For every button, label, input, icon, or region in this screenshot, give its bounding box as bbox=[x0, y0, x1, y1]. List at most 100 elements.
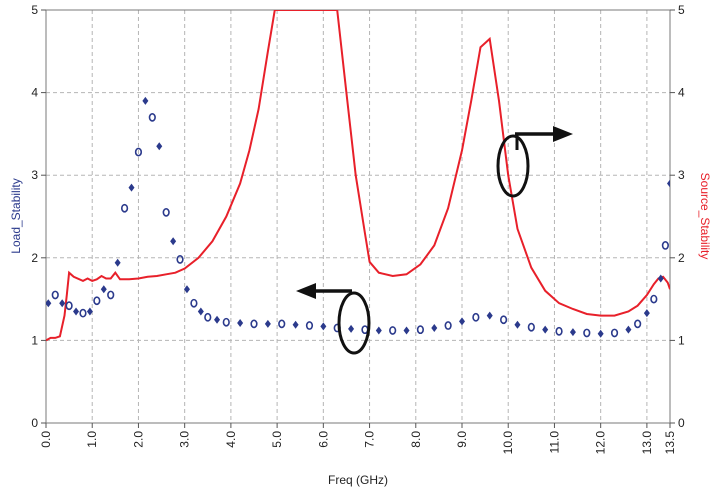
load-stability-point bbox=[100, 285, 107, 294]
load-stability-point bbox=[500, 315, 508, 325]
load-stability-point bbox=[142, 96, 149, 105]
series bbox=[46, 10, 670, 342]
load-stability-point bbox=[634, 319, 642, 329]
x-tick-label: 12.0 bbox=[594, 431, 608, 455]
x-tick-label: 3.0 bbox=[178, 431, 192, 448]
load-stability-point bbox=[667, 179, 670, 188]
load-stability-point bbox=[583, 328, 591, 338]
axis-ticks: 0.0 1.0 2.0 3.0 4.0 5.0 6.0 7.0 8.0 9.0 10.0 11.0 12… bbox=[31, 3, 685, 454]
load-stability-point bbox=[51, 290, 59, 300]
load-stability-point bbox=[264, 319, 271, 328]
load-stability-point bbox=[597, 329, 604, 338]
load-stability-point bbox=[278, 319, 286, 329]
x-tick-label: 0.0 bbox=[39, 431, 53, 448]
x-tick-label: 9.0 bbox=[455, 431, 469, 448]
load-stability-point bbox=[610, 328, 619, 338]
load-stability-point bbox=[148, 112, 156, 122]
left-arrow-head bbox=[296, 283, 316, 299]
x-tick-label: 7.0 bbox=[363, 431, 377, 448]
load-stability-point bbox=[170, 237, 177, 246]
right-y-tick-label: 1 bbox=[678, 333, 685, 347]
right-y-tick-label: 3 bbox=[678, 168, 685, 182]
load-stability-point bbox=[305, 321, 314, 330]
left-y-axis-title: Load_Stability bbox=[9, 178, 23, 253]
x-tick-label: 5.0 bbox=[270, 431, 284, 448]
load-stability-point bbox=[292, 320, 299, 329]
x-tick-label: 2.0 bbox=[131, 431, 145, 448]
load-stability-point bbox=[93, 296, 101, 306]
left-y-tick-label: 5 bbox=[31, 3, 38, 17]
load-stability-point bbox=[403, 326, 410, 335]
load-stability-point bbox=[73, 307, 80, 316]
load-stability-point bbox=[657, 274, 664, 283]
right-arrow-head bbox=[553, 126, 573, 142]
x-tick-label: 6.0 bbox=[316, 431, 330, 448]
left-y-tick-label: 4 bbox=[31, 86, 38, 100]
load-stability-point bbox=[134, 147, 143, 157]
load-stability-point bbox=[176, 255, 184, 264]
load-stability-point bbox=[444, 321, 452, 330]
load-stability-point bbox=[569, 328, 576, 337]
x-tick-label: 4.0 bbox=[224, 431, 238, 448]
load-stability-point bbox=[555, 326, 563, 336]
x-tick-label: 11.0 bbox=[547, 431, 561, 454]
load-stability-point bbox=[107, 290, 115, 300]
load-stability-point bbox=[237, 319, 244, 328]
load-stability-point bbox=[114, 258, 121, 267]
right-y-tick-label: 5 bbox=[678, 3, 685, 17]
load-stability-point bbox=[643, 309, 650, 318]
load-stability-point bbox=[156, 142, 163, 151]
annotations bbox=[296, 126, 573, 355]
right-y-tick-label: 4 bbox=[678, 86, 685, 100]
x-tick-label: 8.0 bbox=[409, 431, 423, 448]
right-y-axis-title: Source_Stability bbox=[698, 173, 712, 260]
source-curve-marker-ellipse bbox=[496, 134, 530, 198]
load-stability-point bbox=[389, 326, 397, 335]
grid bbox=[46, 10, 670, 423]
x-tick-label: 13.5 bbox=[663, 431, 677, 455]
load-stability-point bbox=[514, 320, 521, 329]
load-stability-point bbox=[214, 315, 221, 324]
load-stability-point bbox=[431, 324, 438, 333]
load-stability-point bbox=[204, 312, 212, 322]
load-stability-point bbox=[375, 326, 382, 335]
source-stability-line bbox=[46, 10, 670, 342]
load-stability-point bbox=[486, 311, 493, 320]
load-stability-point bbox=[348, 324, 355, 333]
load-stability-point bbox=[183, 285, 190, 294]
right-y-tick-label: 2 bbox=[678, 251, 685, 265]
load-stability-point bbox=[197, 307, 204, 316]
load-stability-point bbox=[79, 308, 87, 318]
load-stability-point bbox=[65, 301, 73, 311]
plot-frame bbox=[45, 9, 671, 424]
x-tick-label: 13.0 bbox=[640, 431, 654, 455]
x-tick-label: 1.0 bbox=[85, 431, 99, 448]
load-stability-point bbox=[661, 241, 669, 250]
load-stability-point bbox=[416, 325, 425, 335]
x-axis-title: Freq (GHz) bbox=[328, 473, 388, 487]
load-stability-point bbox=[250, 319, 258, 329]
left-y-tick-label: 1 bbox=[31, 333, 38, 347]
load-stability-point bbox=[86, 307, 93, 316]
load-stability-point bbox=[527, 322, 535, 332]
left-y-tick-label: 0 bbox=[31, 416, 38, 430]
load-stability-point bbox=[472, 312, 480, 322]
load-curve-marker-ellipse bbox=[337, 291, 371, 355]
x-tick-label: 10.0 bbox=[501, 431, 515, 455]
left-y-tick-label: 3 bbox=[31, 168, 38, 182]
load-stability-point bbox=[320, 322, 327, 331]
load-stability-point bbox=[542, 325, 549, 334]
load-stability-point bbox=[128, 183, 135, 192]
left-y-tick-label: 2 bbox=[31, 251, 38, 265]
load-stability-point bbox=[46, 299, 52, 308]
right-y-tick-label: 0 bbox=[678, 416, 685, 430]
load-stability-point bbox=[625, 325, 632, 334]
load-stability-point bbox=[459, 317, 465, 326]
load-stability-point bbox=[59, 299, 66, 308]
load-stability-point bbox=[222, 317, 230, 327]
load-stability-point bbox=[120, 203, 129, 213]
load-stability-point bbox=[650, 294, 658, 304]
load-stability-point bbox=[162, 207, 170, 217]
load-stability-point bbox=[190, 298, 198, 308]
